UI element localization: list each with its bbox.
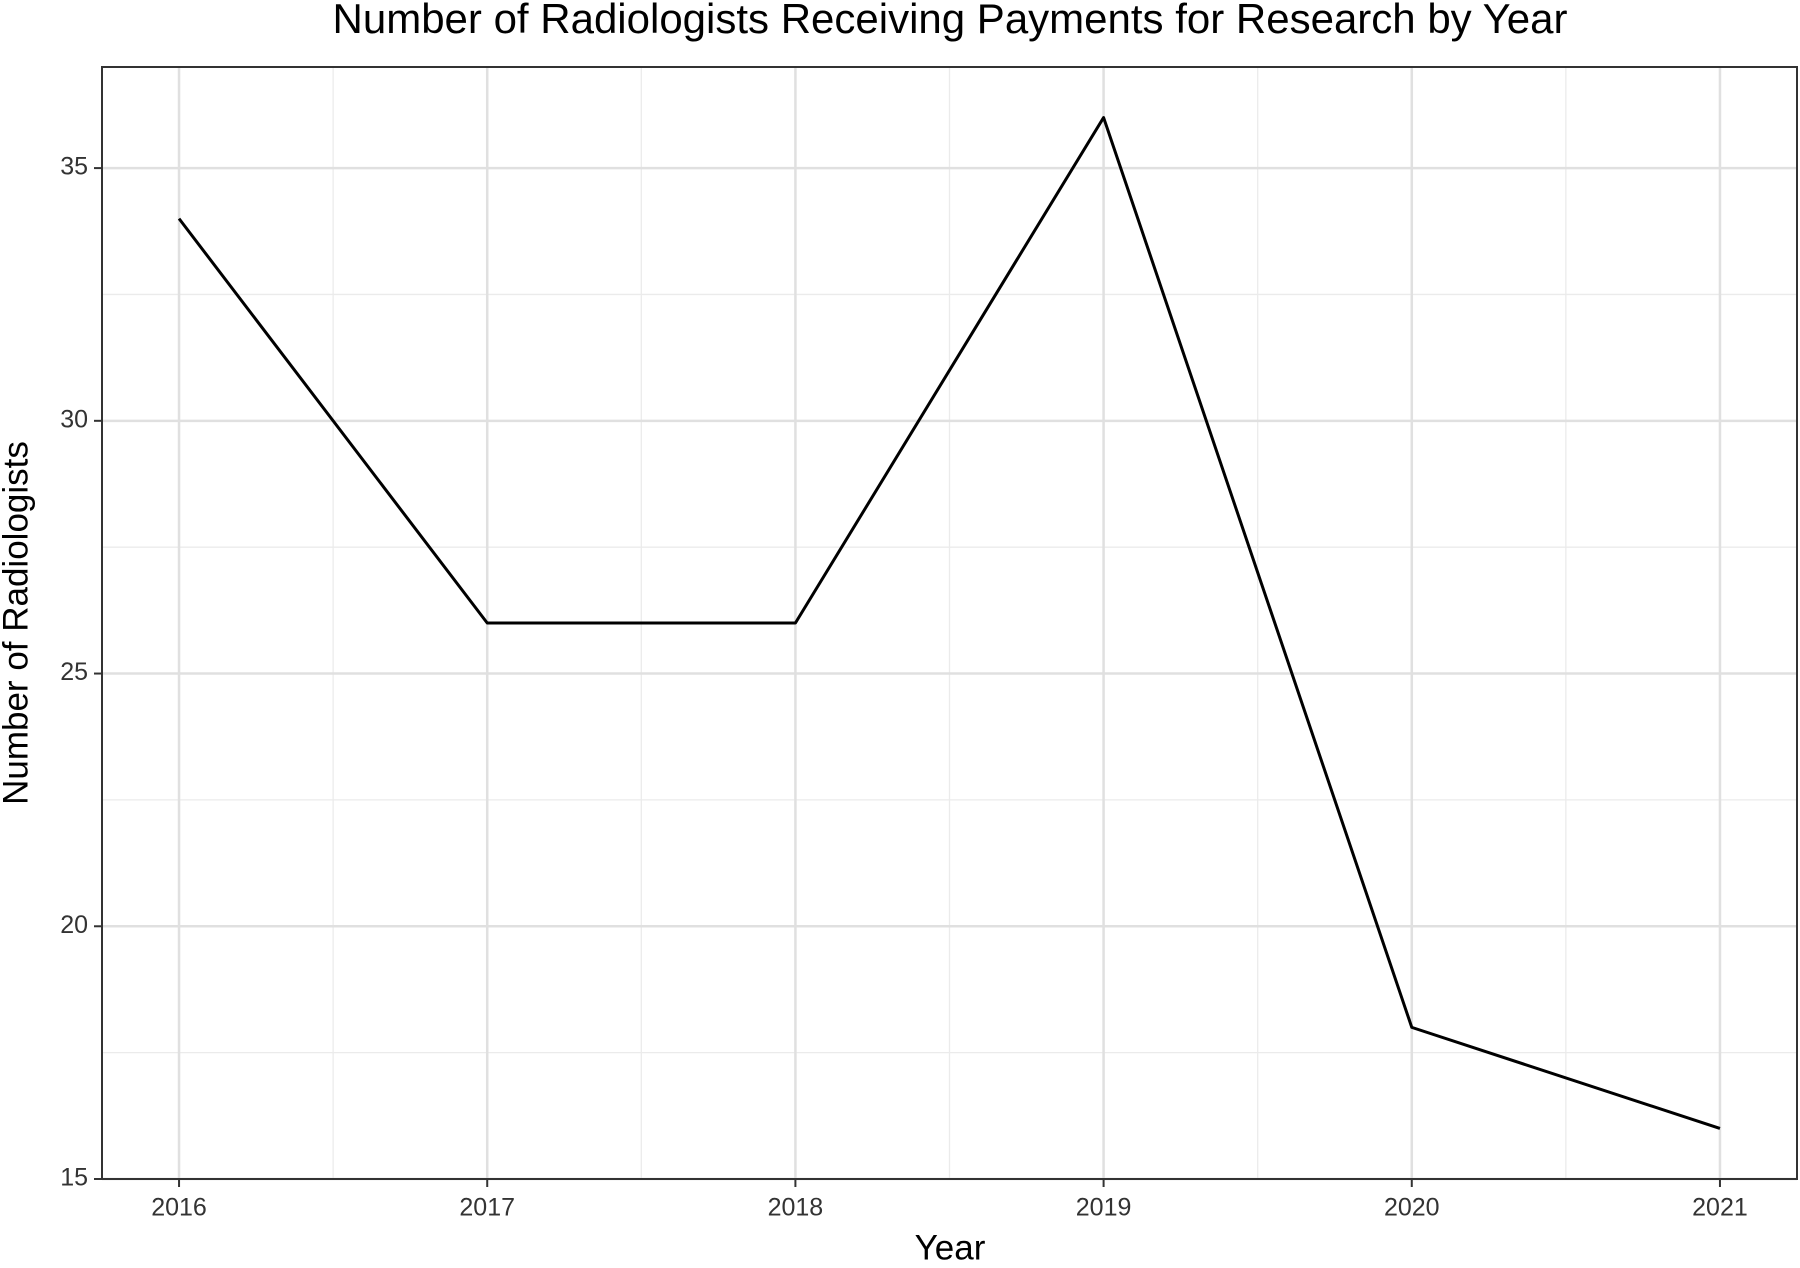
- x-tick-label: 2016: [151, 1194, 207, 1222]
- x-tick-label: 2020: [1384, 1194, 1440, 1222]
- plot-border: [101, 66, 1798, 1180]
- x-tick-label: 2019: [1076, 1194, 1132, 1222]
- y-axis-label: Number of Radiologists: [0, 441, 35, 805]
- y-tick-label: 30: [60, 405, 88, 433]
- y-tick-label: 15: [60, 1164, 88, 1192]
- x-tick-label: 2021: [1692, 1194, 1748, 1222]
- y-tick-label: 20: [60, 911, 88, 939]
- chart-title: Number of Radiologists Receiving Payment…: [333, 0, 1568, 42]
- x-tick-label: 2018: [768, 1194, 824, 1222]
- x-tick-label: 2017: [459, 1194, 515, 1222]
- y-tick-label: 25: [60, 658, 88, 686]
- x-axis-label: Year: [915, 1228, 986, 1267]
- line: [177, 116, 1721, 1130]
- y-tick-label: 35: [60, 153, 88, 181]
